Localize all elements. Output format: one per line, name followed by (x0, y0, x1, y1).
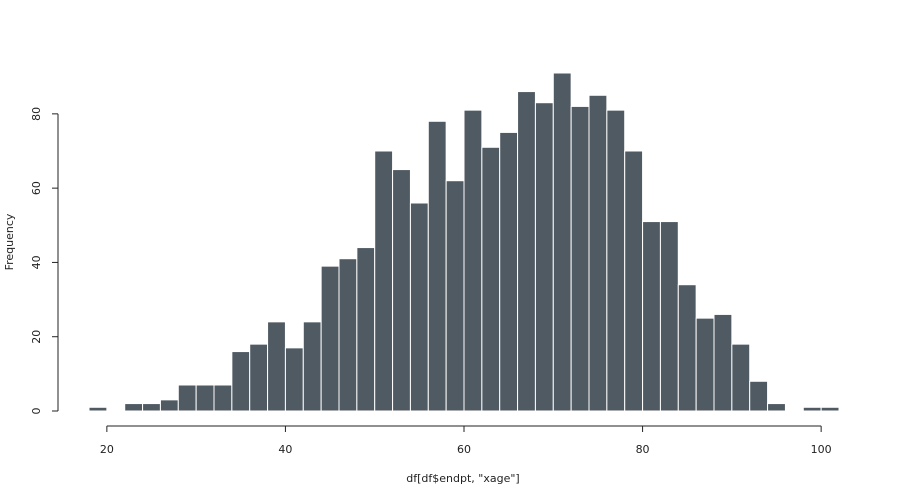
histogram-bar (409, 202, 429, 412)
histogram-bar (142, 403, 161, 412)
histogram-bar (267, 321, 286, 412)
histogram-bar (338, 258, 358, 412)
histogram-bar (659, 221, 679, 412)
histogram-bar (695, 317, 715, 412)
y-tick-label: 0 (30, 408, 43, 415)
histogram-bar (624, 150, 644, 412)
histogram-bar (731, 343, 751, 412)
bars-group (88, 72, 840, 412)
histogram-bar (320, 265, 340, 412)
histogram-bar (356, 247, 376, 412)
histogram-bar (820, 406, 840, 412)
histogram-bar (463, 109, 483, 412)
histogram-bar (159, 399, 179, 412)
histogram-bar (642, 221, 661, 412)
y-tick-label: 80 (30, 107, 43, 121)
histogram-bar (195, 384, 215, 412)
x-tick-label: 100 (811, 443, 832, 456)
histogram-bar (124, 403, 144, 412)
histogram-bar (534, 102, 554, 412)
x-tick-label: 20 (100, 443, 114, 456)
x-axis: 20 40 60 80 100 (100, 425, 832, 456)
y-axis-title: Frequency (3, 213, 16, 270)
histogram-bar (213, 384, 233, 412)
y-tick-label: 40 (30, 255, 43, 269)
histogram-bar (570, 105, 590, 412)
y-tick-label: 60 (30, 181, 43, 195)
x-tick-label: 40 (278, 443, 292, 456)
x-tick-label: 60 (457, 443, 471, 456)
histogram-bar (445, 180, 465, 412)
histogram-bar (374, 150, 394, 412)
histogram-bar (713, 313, 733, 412)
histogram-bar (606, 109, 626, 412)
histogram-bar (249, 343, 269, 412)
histogram-bar (392, 169, 411, 412)
histogram-bar (677, 284, 697, 412)
x-axis-title: df[df$endpt, "xage"] (406, 472, 519, 485)
histogram-bar (302, 321, 322, 412)
histogram-bar (802, 406, 822, 412)
histogram-bar (88, 406, 108, 412)
histogram-bar (588, 94, 608, 412)
histogram-bar (481, 146, 501, 412)
histogram-bar (231, 351, 251, 412)
y-axis: 0 20 40 60 80 (30, 107, 59, 415)
histogram-bar (517, 91, 536, 412)
y-tick-label: 20 (30, 330, 43, 344)
histogram-bar (749, 380, 769, 412)
x-tick-label: 80 (636, 443, 650, 456)
histogram-bar (177, 384, 197, 412)
histogram-bar (427, 120, 447, 412)
histogram-bar (499, 131, 519, 412)
histogram-bar (552, 72, 572, 412)
histogram-bar (284, 347, 304, 412)
histogram-bar (767, 403, 786, 412)
